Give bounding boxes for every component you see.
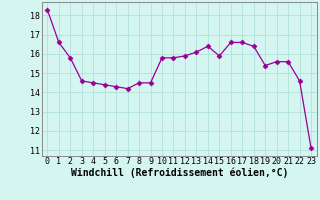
X-axis label: Windchill (Refroidissement éolien,°C): Windchill (Refroidissement éolien,°C): [70, 168, 288, 178]
